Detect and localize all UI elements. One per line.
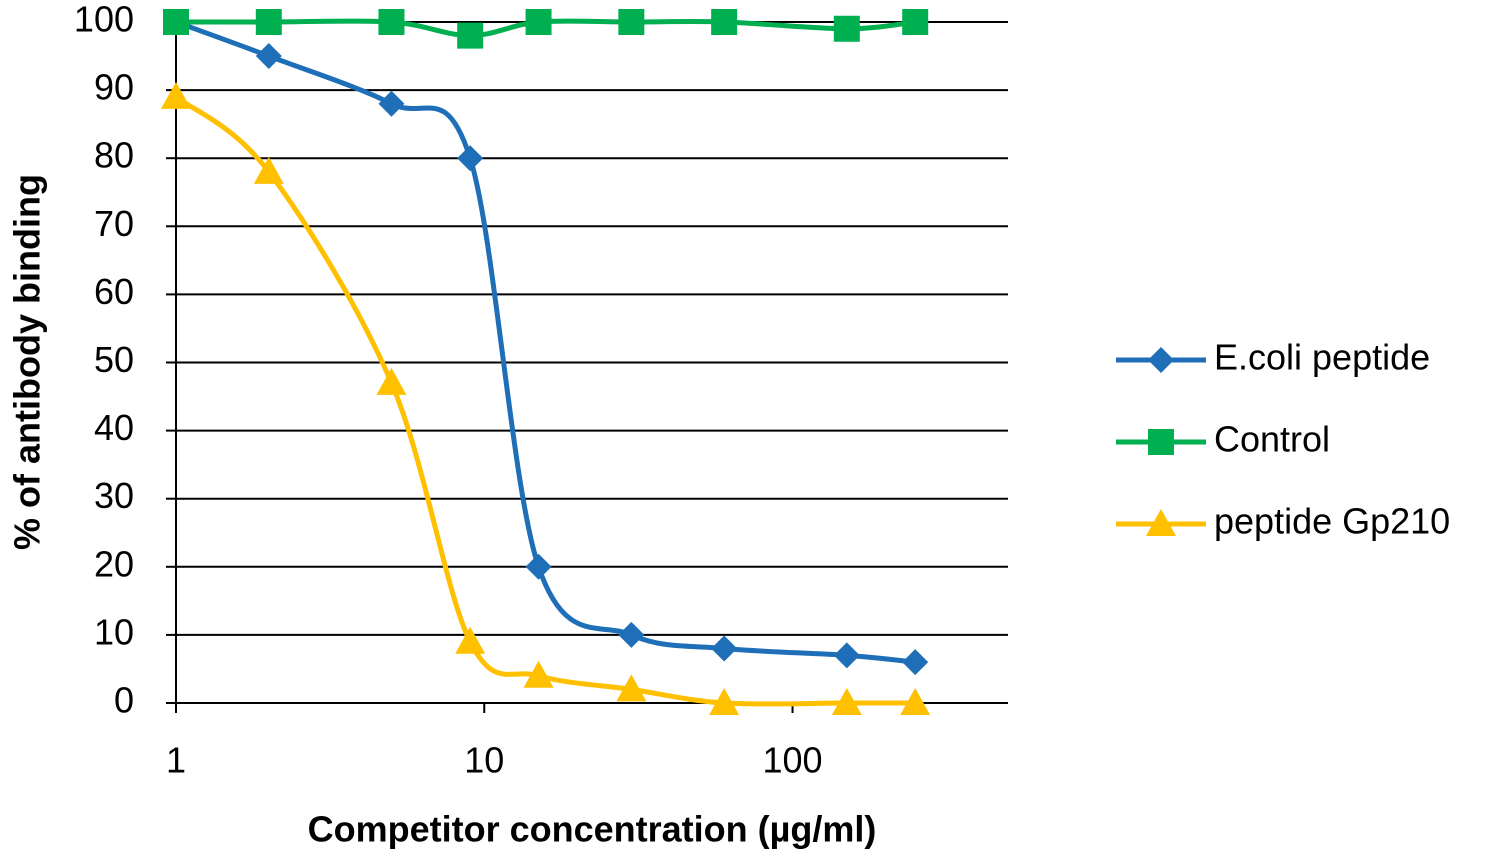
x-tick-label: 1	[166, 740, 186, 781]
marker	[902, 9, 929, 35]
marker	[525, 9, 552, 35]
y-tick-label: 60	[94, 271, 134, 312]
y-tick-label: 90	[94, 67, 134, 108]
series-line	[174, 94, 916, 707]
marker	[378, 90, 405, 117]
marker	[255, 9, 282, 35]
marker	[161, 81, 191, 109]
y-tick-label: 10	[94, 611, 134, 652]
marker	[455, 626, 486, 654]
x-axis-title: Competitor concentration (µg/ml)	[308, 809, 877, 850]
legend-label: peptide Gp210	[1214, 501, 1450, 542]
marker	[457, 22, 484, 49]
marker	[525, 553, 552, 580]
marker	[376, 367, 407, 395]
y-tick-label: 20	[94, 543, 134, 584]
marker	[255, 43, 282, 70]
marker	[833, 15, 860, 42]
y-tick-label: 40	[94, 407, 134, 448]
x-tick-label: 100	[762, 740, 822, 781]
y-tick-label: 50	[94, 339, 134, 380]
y-tick-label: 70	[94, 203, 134, 244]
marker	[1148, 347, 1174, 373]
marker	[709, 688, 740, 715]
marker	[457, 145, 484, 172]
y-tick-label: 80	[94, 135, 134, 176]
marker	[1146, 509, 1176, 536]
marker	[711, 635, 738, 662]
marker	[618, 621, 645, 648]
series-line	[175, 19, 916, 665]
y-tick-label: 30	[94, 475, 134, 516]
y-axis-title: % of antibody binding	[7, 174, 48, 550]
marker	[902, 649, 929, 676]
marker	[711, 9, 738, 35]
marker	[163, 9, 189, 35]
marker	[1148, 429, 1174, 455]
y-tick-label: 100	[74, 0, 134, 40]
marker	[616, 674, 647, 702]
marker	[900, 688, 931, 715]
marker	[618, 9, 645, 35]
y-tick-label: 0	[114, 680, 134, 721]
legend-label: E.coli peptide	[1214, 337, 1430, 378]
x-tick-label: 10	[464, 740, 504, 781]
marker	[831, 688, 862, 715]
legend-label: Control	[1214, 419, 1330, 460]
marker	[378, 9, 405, 35]
marker	[253, 156, 284, 184]
marker	[833, 642, 860, 669]
marker	[523, 660, 554, 688]
